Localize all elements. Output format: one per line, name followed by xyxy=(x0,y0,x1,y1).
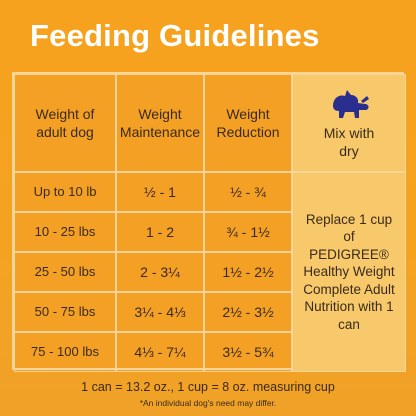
amount-cell: ½ - ¾ xyxy=(204,172,292,212)
mix-note: Replace 1 cup of PEDIGREE® Healthy Weigh… xyxy=(292,172,406,372)
title: Feeding Guidelines xyxy=(30,18,320,53)
column-header-text: Mix with dry xyxy=(323,124,375,159)
amount-cell: 2½ - 3½ xyxy=(204,292,292,332)
weight-cell: 25 - 50 lbs xyxy=(14,252,116,292)
amount-cell: 1½ - 2½ xyxy=(204,252,292,292)
column-header: Weight of adult dog xyxy=(14,74,116,172)
feeding-table: Weight of adult dog Weight Maintenance Wei… xyxy=(12,72,406,372)
amount-cell: 3½ - 5¾ xyxy=(204,332,292,372)
column-header: Weight Reduction xyxy=(204,74,292,172)
amount-cell: 3¼ - 4⅓ xyxy=(116,292,204,332)
weight-cell: 75 - 100 lbs xyxy=(14,332,116,372)
amount-cell: 4⅓ - 7¼ xyxy=(116,332,204,372)
amount-cell: 1 - 2 xyxy=(116,212,204,252)
column-header: Weight Maintenance xyxy=(116,74,204,172)
footer-note: 1 can = 13.2 oz., 1 cup = 8 oz. measurin… xyxy=(81,380,335,394)
disclaimer: *An individual dog's need may differ. xyxy=(139,398,277,408)
amount-cell: ½ - 1 xyxy=(116,172,204,212)
weight-cell: 50 - 75 lbs xyxy=(14,292,116,332)
column-header: Mix with dry xyxy=(292,74,406,172)
amount-cell: 2 - 3¼ xyxy=(116,252,204,292)
dog-icon xyxy=(333,89,369,118)
weight-cell: Up to 10 lb xyxy=(14,172,116,212)
weight-cell: 10 - 25 lbs xyxy=(14,212,116,252)
amount-cell: ¾ - 1½ xyxy=(204,212,292,252)
